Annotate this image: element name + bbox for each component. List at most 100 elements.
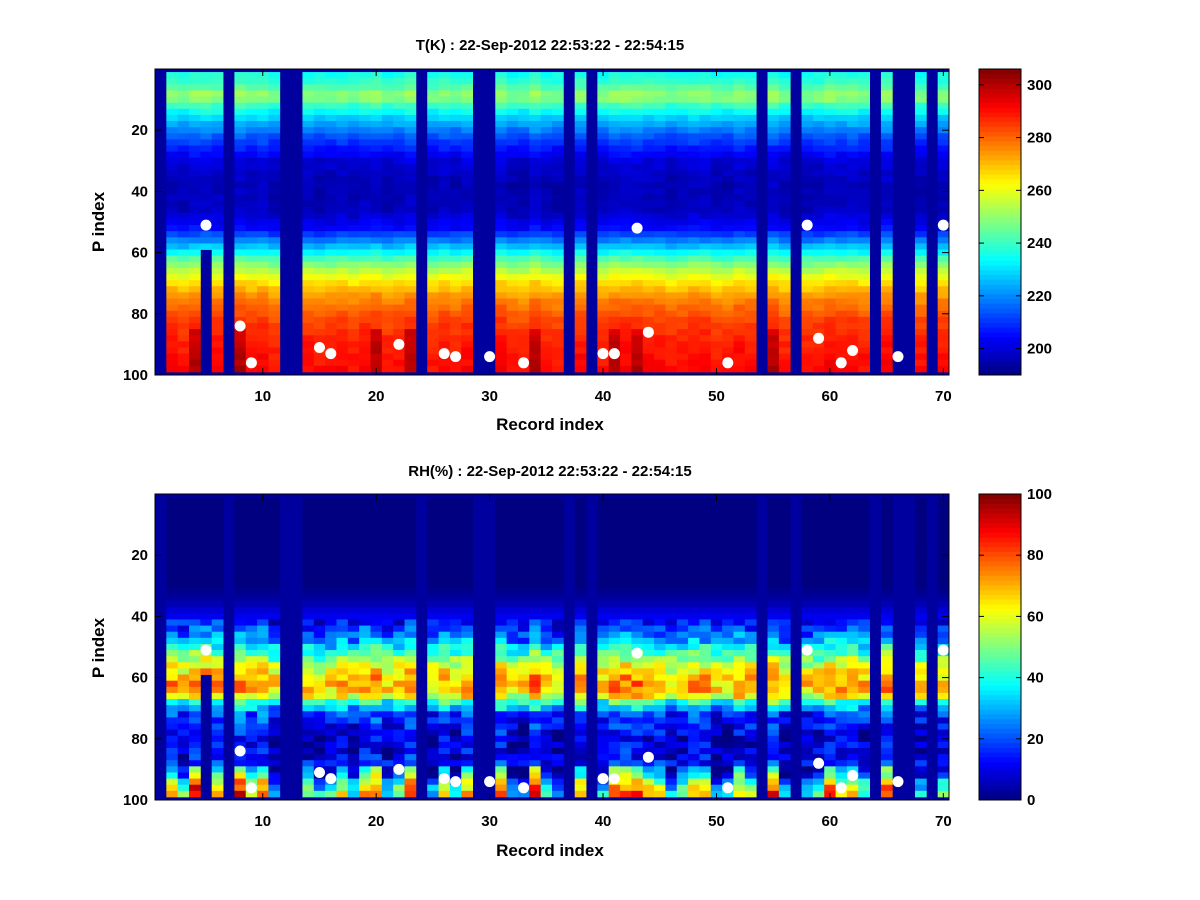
heatmap-cell	[540, 619, 553, 626]
heatmap-cell	[393, 151, 405, 159]
heatmap-cell	[449, 539, 462, 547]
heatmap-cell	[744, 329, 757, 336]
heatmap-cell	[461, 680, 473, 688]
heatmap-cell	[393, 631, 405, 639]
heatmap-cell	[211, 72, 224, 79]
heatmap-cell	[676, 163, 689, 171]
heatmap-cell	[449, 157, 462, 165]
heatmap-cell	[812, 267, 825, 275]
heatmap-cell	[517, 607, 530, 614]
heatmap-cell	[858, 267, 870, 275]
heatmap-cell	[336, 754, 349, 761]
heatmap-cell	[427, 261, 439, 269]
heatmap-cell	[211, 509, 224, 516]
heatmap-cell	[744, 316, 757, 324]
heatmap-cell	[608, 212, 621, 220]
heatmap-cell	[381, 723, 394, 731]
heatmap-cell	[801, 359, 814, 367]
heatmap-cell	[177, 790, 190, 798]
heatmap-cell	[767, 225, 780, 232]
heatmap-cell	[744, 619, 757, 626]
heatmap-cell	[744, 298, 757, 306]
heatmap-cell	[665, 72, 678, 79]
heatmap-cell	[506, 114, 519, 122]
heatmap-cell	[393, 304, 405, 312]
heatmap-cell	[506, 347, 519, 354]
heatmap-cell	[665, 280, 678, 287]
heatmap-cell	[722, 72, 734, 79]
heatmap-cell	[268, 594, 281, 602]
heatmap-cell	[461, 735, 473, 743]
heatmap-cell	[313, 188, 326, 195]
heatmap-cell	[313, 588, 326, 596]
heatmap-cell	[620, 127, 632, 134]
heatmap-cell	[574, 102, 587, 110]
heatmap-cell	[177, 680, 190, 688]
heatmap-cell	[359, 533, 371, 541]
heatmap-cell	[699, 121, 712, 128]
heatmap-cell	[302, 359, 315, 367]
heatmap-cell	[211, 139, 224, 146]
heatmap-cell	[381, 249, 394, 257]
heatmap-cell	[268, 533, 281, 541]
heatmap-cell	[517, 601, 530, 608]
heatmap-cell	[336, 613, 349, 620]
heatmap-cell	[688, 772, 700, 779]
heatmap-cell	[257, 686, 269, 694]
heatmap-cell	[733, 668, 746, 675]
heatmap-cell	[245, 121, 258, 128]
heatmap-cell	[268, 133, 281, 140]
heatmap-cell	[257, 139, 269, 146]
heatmap-cell	[540, 139, 553, 146]
heatmap-cell	[234, 84, 247, 91]
heatmap-cell	[166, 723, 179, 731]
heatmap-cell	[393, 182, 405, 189]
heatmap-cell	[393, 539, 405, 547]
heatmap-cell	[257, 329, 269, 336]
heatmap-cell	[676, 286, 689, 293]
heatmap-cell	[427, 772, 439, 779]
heatmap-cell	[914, 121, 927, 128]
heatmap-cell	[461, 310, 473, 318]
heatmap-cell	[858, 310, 870, 318]
heatmap-cell	[824, 274, 836, 281]
heatmap-cell	[189, 552, 201, 559]
heatmap-cell	[381, 601, 394, 608]
heatmap-cell	[166, 539, 179, 547]
heatmap-cell	[347, 206, 360, 214]
heatmap-cell	[200, 509, 213, 516]
heatmap-cell	[393, 680, 405, 688]
heatmap-cell	[552, 692, 564, 700]
marker-point	[200, 219, 212, 231]
heatmap-cell	[574, 188, 587, 195]
heatmap-cell	[631, 237, 644, 244]
heatmap-cell	[688, 163, 700, 171]
heatmap-cell	[710, 145, 723, 153]
heatmap-cell	[495, 365, 508, 373]
heatmap-cell	[302, 558, 315, 565]
heatmap-cell	[427, 729, 439, 737]
heatmap-cell	[801, 329, 814, 336]
heatmap-cell	[722, 188, 734, 195]
heatmap-cell	[801, 157, 814, 165]
heatmap-cell	[846, 78, 859, 85]
heatmap-cell	[676, 145, 689, 153]
heatmap-cell	[257, 766, 269, 773]
heatmap-cell	[733, 329, 746, 336]
heatmap-cell	[166, 114, 179, 122]
heatmap-cell	[744, 594, 757, 602]
heatmap-cell	[268, 249, 281, 257]
heatmap-cell	[631, 145, 644, 153]
heatmap-cell	[574, 194, 587, 201]
heatmap-cell	[166, 509, 179, 516]
heatmap-cell	[654, 298, 666, 306]
heatmap-cell	[166, 347, 179, 354]
heatmap-cell	[722, 102, 734, 110]
heatmap-cell	[189, 292, 201, 299]
heatmap-cell	[461, 169, 473, 177]
heatmap-cell	[642, 558, 655, 565]
heatmap-cell	[245, 298, 258, 306]
heatmap-cell	[733, 108, 746, 116]
heatmap-cell	[744, 723, 757, 731]
heatmap-cell	[722, 176, 734, 183]
